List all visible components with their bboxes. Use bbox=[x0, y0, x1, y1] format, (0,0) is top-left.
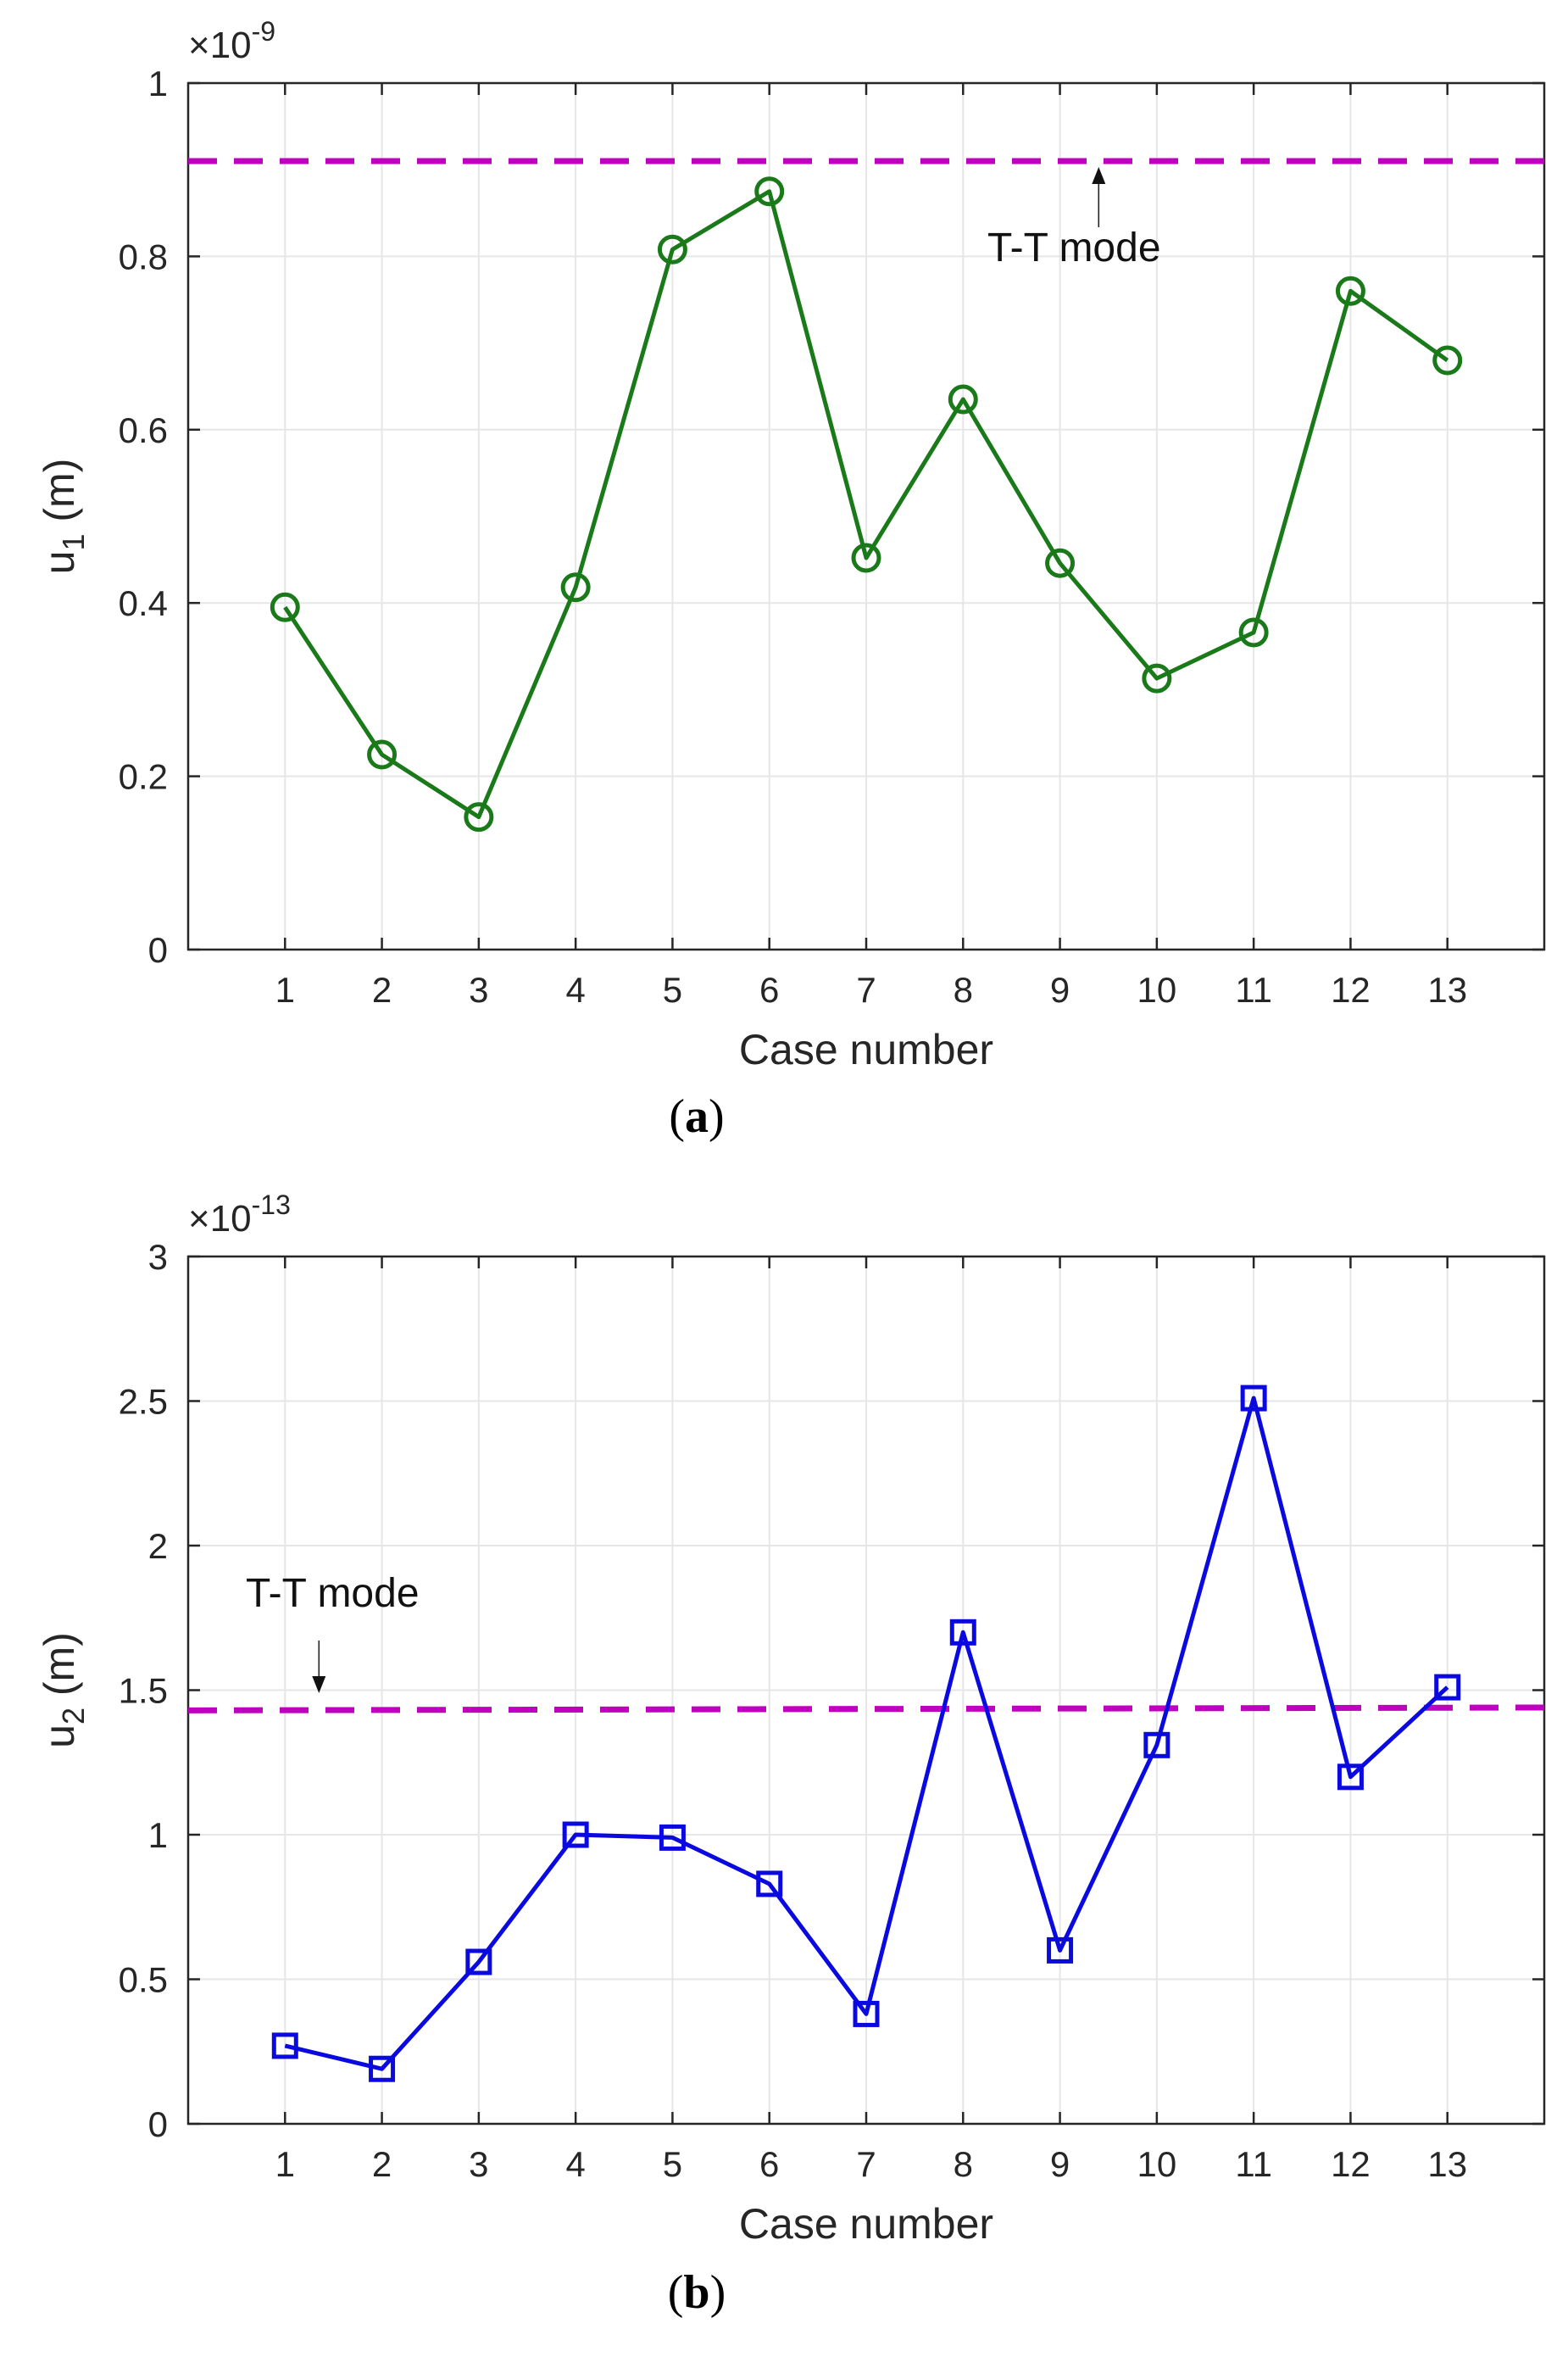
y-tick-label: 1 bbox=[148, 64, 168, 103]
x-tick-label: 1 bbox=[275, 2144, 295, 2184]
y-exponent-label: ×10-13 bbox=[188, 1190, 291, 1240]
y-axis-title: u2 (m) bbox=[36, 1632, 91, 1748]
y-tick-label: 1 bbox=[148, 1815, 168, 1855]
data-point-u2-case-13 bbox=[1434, 1674, 1461, 1701]
y-tick-label: 0 bbox=[148, 2104, 168, 2144]
data-point-u1-case-5 bbox=[657, 234, 687, 265]
y-tick-label: 2 bbox=[148, 1526, 168, 1566]
y-tick-label: 0 bbox=[148, 930, 168, 970]
y-tick-label: 2.5 bbox=[119, 1382, 168, 1422]
y-axis-title: u1 (m) bbox=[36, 459, 91, 575]
panel-b: 1 2 3 4 5 6 7 8 9 10 11 12 1300.511.522.53×10-13Case… bbox=[36, 1190, 1546, 2319]
annotation-arrow-head bbox=[312, 1676, 326, 1693]
data-point-u2-case-11 bbox=[1240, 1385, 1267, 1412]
x-tick-label: 6 bbox=[759, 2144, 779, 2184]
data-point-u1-case-12 bbox=[1335, 276, 1365, 306]
x-tick-label: 13 bbox=[1427, 970, 1467, 1010]
y-tick-label: 0.8 bbox=[119, 237, 168, 276]
data-point-u1-case-1 bbox=[270, 592, 300, 622]
x-axis-title: Case number bbox=[739, 2200, 993, 2248]
x-tick-label: 8 bbox=[954, 970, 973, 1010]
x-tick-label: 10 bbox=[1137, 970, 1176, 1010]
data-point-u1-case-2 bbox=[367, 739, 398, 770]
panel-a: 1 2 3 4 5 6 7 8 9 10 11 12 1300.20.40.60.81×10-9Case… bbox=[36, 16, 1546, 1143]
x-tick-label: 5 bbox=[663, 2144, 682, 2184]
x-tick-label: 9 bbox=[1050, 970, 1070, 1010]
series-line-u2 bbox=[284, 1396, 1449, 2071]
y-tick-label: 3 bbox=[148, 1237, 168, 1277]
tt-mode-label: T-T mode bbox=[987, 226, 1161, 270]
data-point-u2-case-7 bbox=[853, 2000, 880, 2027]
x-tick-label: 9 bbox=[1050, 2144, 1070, 2184]
data-point-u2-case-10 bbox=[1143, 1731, 1170, 1758]
data-point-u2-case-8 bbox=[949, 1619, 976, 1646]
x-tick-label: 11 bbox=[1235, 2144, 1272, 2184]
x-tick-label: 4 bbox=[565, 970, 585, 1010]
data-point-u2-case-12 bbox=[1337, 1763, 1364, 1791]
annotation-arrow-head bbox=[1092, 167, 1106, 184]
x-tick-label: 10 bbox=[1137, 2144, 1176, 2184]
x-tick-label: 4 bbox=[565, 2144, 585, 2184]
data-point-u2-case-2 bbox=[369, 2055, 396, 2082]
x-tick-label: 8 bbox=[954, 2144, 973, 2184]
data-point-u1-case-8 bbox=[948, 384, 978, 415]
data-point-u1-case-7 bbox=[851, 543, 881, 573]
x-tick-label: 13 bbox=[1427, 2144, 1467, 2184]
y-tick-label: 0.6 bbox=[119, 410, 168, 450]
x-tick-label: 7 bbox=[856, 2144, 876, 2184]
y-tick-label: 0.2 bbox=[119, 757, 168, 797]
y-tick-label: 0.4 bbox=[119, 583, 168, 623]
x-tick-label: 12 bbox=[1331, 970, 1371, 1010]
panel-caption: (b) bbox=[668, 2266, 726, 2319]
panel-caption: (a) bbox=[669, 1090, 724, 1143]
data-point-u2-case-6 bbox=[756, 1870, 783, 1897]
data-point-u2-case-9 bbox=[1047, 1936, 1074, 1964]
tt-mode-label: T-T mode bbox=[246, 1571, 420, 1616]
x-tick-label: 3 bbox=[469, 970, 488, 1010]
x-tick-label: 12 bbox=[1331, 2144, 1371, 2184]
data-point-u1-case-9 bbox=[1045, 548, 1076, 578]
x-tick-label: 1 bbox=[275, 970, 295, 1010]
data-point-u1-case-10 bbox=[1142, 663, 1172, 694]
y-exponent-label: ×10-9 bbox=[188, 16, 275, 66]
x-axis-title: Case number bbox=[739, 1026, 993, 1073]
x-tick-label: 11 bbox=[1235, 970, 1272, 1010]
x-tick-label: 5 bbox=[663, 970, 682, 1010]
data-point-u1-case-13 bbox=[1432, 345, 1463, 376]
y-tick-label: 1.5 bbox=[119, 1671, 168, 1711]
data-point-u2-case-3 bbox=[465, 1948, 492, 1975]
series-line-u1 bbox=[283, 189, 1449, 820]
y-tick-label: 0.5 bbox=[119, 1960, 168, 2000]
data-point-u1-case-3 bbox=[464, 802, 494, 833]
data-point-u1-case-11 bbox=[1238, 617, 1269, 648]
data-point-u1-case-6 bbox=[754, 176, 785, 207]
x-tick-label: 2 bbox=[372, 970, 392, 1010]
x-tick-label: 3 bbox=[469, 2144, 488, 2184]
data-point-u2-case-5 bbox=[659, 1824, 686, 1851]
data-point-u1-case-4 bbox=[560, 572, 591, 603]
data-point-u2-case-1 bbox=[271, 2032, 298, 2059]
x-tick-label: 2 bbox=[372, 2144, 392, 2184]
x-tick-label: 6 bbox=[759, 970, 779, 1010]
data-point-u2-case-4 bbox=[562, 1821, 589, 1848]
x-tick-label: 7 bbox=[856, 970, 876, 1010]
